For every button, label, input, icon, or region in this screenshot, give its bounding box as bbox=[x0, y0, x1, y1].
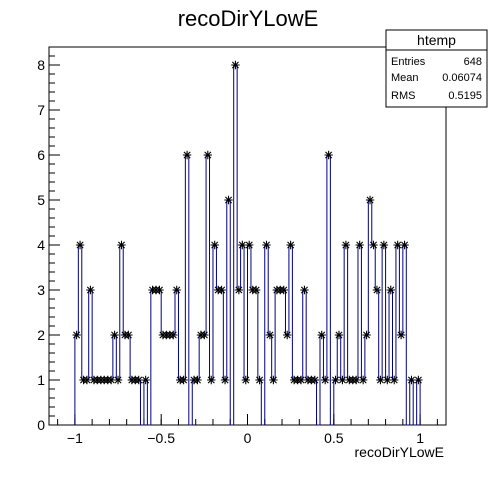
data-point bbox=[210, 240, 219, 250]
y-tick-label: 3 bbox=[37, 282, 45, 298]
data-point bbox=[310, 375, 320, 385]
x-tick-label: −1 bbox=[67, 430, 83, 446]
data-point bbox=[106, 375, 116, 385]
x-tick-label: 0.5 bbox=[324, 430, 344, 446]
y-tick-label: 4 bbox=[37, 237, 45, 253]
x-tick-label: −0.5 bbox=[147, 430, 175, 446]
stats-box-title: htemp bbox=[417, 32, 456, 48]
data-point bbox=[334, 330, 344, 340]
stats-box: htemp Entries 648 Mean 0.06074 RMS 0.519… bbox=[385, 29, 488, 108]
data-point bbox=[296, 375, 306, 385]
data-point bbox=[155, 285, 164, 295]
data-point bbox=[75, 240, 85, 250]
y-tick-label: 8 bbox=[37, 57, 45, 73]
data-point bbox=[265, 330, 275, 340]
y-tick-label: 6 bbox=[37, 147, 45, 163]
data-point bbox=[331, 375, 340, 385]
data-point bbox=[203, 150, 212, 160]
data-point bbox=[393, 240, 402, 250]
data-point bbox=[286, 240, 295, 250]
x-axis-title: recoDirYLowE bbox=[355, 444, 444, 460]
data-point bbox=[300, 285, 309, 295]
data-point bbox=[355, 240, 364, 250]
y-tick-label: 0 bbox=[37, 417, 45, 433]
data-point bbox=[338, 375, 347, 385]
data-point bbox=[134, 375, 143, 385]
chart-title: recoDirYLowE bbox=[178, 6, 319, 31]
data-point bbox=[251, 285, 261, 295]
data-point bbox=[169, 330, 178, 340]
data-point bbox=[200, 330, 209, 340]
stats-entries-label: Entries bbox=[391, 56, 426, 68]
data-point bbox=[124, 330, 133, 340]
stats-mean-label: Mean bbox=[391, 72, 419, 84]
data-point bbox=[193, 375, 202, 385]
data-point bbox=[386, 285, 395, 295]
data-point bbox=[172, 285, 181, 295]
data-point bbox=[245, 240, 254, 250]
data-point bbox=[352, 375, 361, 385]
y-tick-label: 7 bbox=[37, 102, 45, 118]
data-point bbox=[358, 375, 368, 385]
data-point bbox=[141, 375, 150, 385]
y-tick-label: 1 bbox=[37, 372, 45, 388]
y-tick-label: 5 bbox=[37, 192, 45, 208]
data-point bbox=[262, 240, 271, 250]
data-point bbox=[86, 285, 95, 295]
data-point bbox=[117, 240, 126, 250]
data-point bbox=[234, 285, 244, 295]
data-point bbox=[379, 240, 389, 250]
data-point bbox=[224, 195, 233, 205]
data-point bbox=[179, 375, 188, 385]
data-point bbox=[231, 60, 240, 70]
data-point bbox=[320, 375, 330, 385]
stats-box-frame bbox=[385, 29, 488, 108]
data-point bbox=[372, 285, 382, 295]
data-point bbox=[390, 375, 399, 385]
data-point bbox=[113, 375, 123, 385]
data-point bbox=[72, 330, 81, 340]
x-tick-label: 1 bbox=[416, 430, 424, 446]
data-point bbox=[324, 150, 333, 160]
data-point bbox=[317, 330, 326, 340]
data-point bbox=[369, 240, 378, 250]
data-point bbox=[407, 375, 416, 385]
axis-tick-labels: −1 −0.5 0 0.5 1 0 1 2 3 4 5 6 7 8 bbox=[37, 57, 424, 446]
data-point bbox=[400, 240, 409, 250]
data-point bbox=[396, 330, 406, 340]
data-point bbox=[376, 375, 385, 385]
data-point bbox=[383, 375, 392, 385]
data-point bbox=[255, 375, 264, 385]
data-point bbox=[110, 330, 119, 340]
data-point bbox=[269, 375, 278, 385]
data-point bbox=[238, 240, 247, 250]
stats-rms-value: 0.5195 bbox=[448, 90, 482, 102]
data-point bbox=[414, 375, 423, 385]
stats-entries-value: 648 bbox=[464, 56, 482, 68]
x-tick-label: 0 bbox=[244, 430, 252, 446]
data-point bbox=[362, 330, 371, 340]
data-point bbox=[207, 375, 216, 385]
data-markers bbox=[72, 60, 423, 385]
data-point bbox=[82, 375, 92, 385]
data-point bbox=[341, 240, 351, 250]
data-point bbox=[283, 330, 292, 340]
data-point bbox=[182, 150, 192, 160]
data-point bbox=[279, 285, 288, 295]
data-point bbox=[217, 285, 226, 295]
stats-mean-value: 0.06074 bbox=[442, 72, 482, 84]
y-tick-label: 2 bbox=[37, 327, 45, 343]
data-point bbox=[220, 375, 230, 385]
data-point bbox=[365, 195, 375, 205]
stats-rms-label: RMS bbox=[391, 90, 415, 102]
data-point bbox=[241, 375, 250, 385]
